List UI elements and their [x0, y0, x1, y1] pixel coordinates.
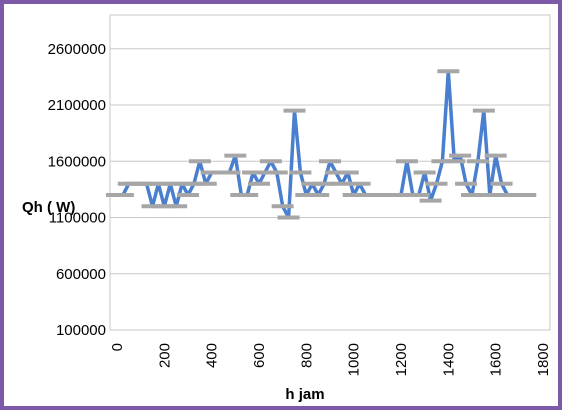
y-tick-label: 600000 — [56, 266, 106, 283]
x-tick-labels: 0 200 400 600 800 1000 1200 1400 1600 1800 — [109, 343, 552, 376]
x-tick-label: 200 — [156, 343, 173, 368]
x-tick-label: 1000 — [346, 343, 363, 376]
gridlines — [110, 48, 550, 331]
y-tick-label: 100000 — [56, 322, 106, 339]
y-axis-label: Qh ( W) — [22, 199, 75, 216]
x-tick-label: 1600 — [488, 343, 505, 376]
x-tick-label: 600 — [251, 343, 268, 368]
x-tick-label: 1800 — [535, 343, 552, 376]
y-tick-label: 1100000 — [49, 210, 106, 227]
x-tick-label: 400 — [204, 343, 221, 368]
y-tick-labels: 100000 600000 1100000 1600000 2100000 2600000 — [48, 41, 106, 339]
y-tick-label: 2100000 — [48, 97, 106, 114]
x-axis-label: h jam — [285, 386, 324, 403]
x-tick-label: 800 — [298, 343, 315, 368]
x-tick-label: 0 — [109, 343, 126, 351]
x-tick-label: 1200 — [393, 343, 410, 376]
series-line — [117, 69, 526, 220]
data-markers — [106, 69, 537, 220]
y-tick-label: 1600000 — [48, 153, 106, 170]
y-tick-label: 2600000 — [48, 41, 106, 58]
plot-area — [109, 14, 551, 331]
x-tick-label: 1400 — [440, 343, 457, 376]
